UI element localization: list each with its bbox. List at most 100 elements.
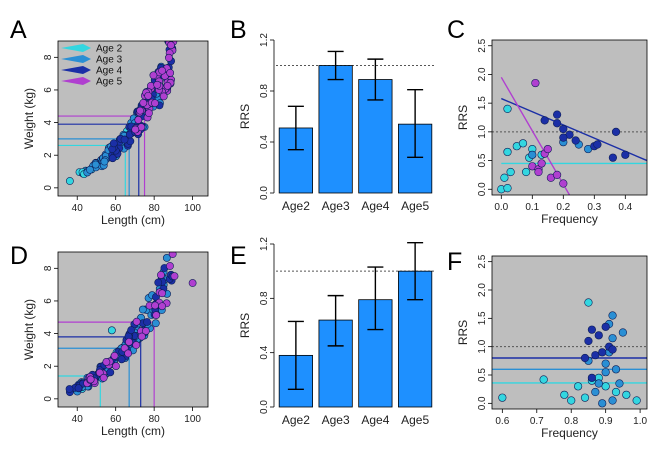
- data-point: [95, 368, 104, 377]
- x-tick-label: 60: [110, 414, 122, 425]
- data-point: [584, 298, 593, 307]
- y-tick-label: 0.5: [477, 368, 488, 382]
- data-point: [503, 104, 512, 113]
- plot-frame: [491, 39, 648, 196]
- plot-area: [58, 252, 197, 407]
- x-tick-label: 80: [149, 203, 161, 214]
- y-tick-label: 6: [43, 87, 54, 93]
- data-point: [65, 385, 74, 393]
- data-point: [91, 160, 100, 169]
- data-point: [587, 373, 596, 382]
- data-point: [552, 170, 562, 180]
- data-point: [149, 71, 158, 80]
- data-point: [608, 345, 617, 354]
- x-tick-label: 100: [184, 203, 201, 214]
- x-tick-label: 1.0: [633, 416, 647, 427]
- data-point: [112, 362, 120, 370]
- x-tick-label: 0.9: [599, 416, 613, 427]
- y-tick-label: 0.8: [259, 84, 270, 98]
- y-tick-label: 0: [43, 185, 54, 191]
- data-point: [65, 177, 74, 185]
- data-point: [608, 311, 617, 320]
- panel-label-b: B: [230, 16, 247, 44]
- data-point: [552, 119, 562, 128]
- x-tick-label: 0.2: [556, 202, 570, 213]
- data-point: [131, 125, 140, 134]
- plot-frame: [57, 251, 209, 408]
- x-tick-label: 0.1: [525, 202, 539, 213]
- data-point: [188, 279, 197, 287]
- panel-label-a: A: [10, 16, 27, 44]
- category-label: Age5: [401, 413, 429, 427]
- data-point: [74, 384, 83, 393]
- panel-label-f: F: [447, 248, 462, 276]
- data-point: [158, 66, 167, 75]
- plot-background: [492, 40, 647, 195]
- category-label: Age2: [282, 199, 310, 213]
- data-point: [143, 318, 151, 326]
- legend-label: Age 3: [96, 55, 123, 66]
- y-tick-label: 0.8: [259, 291, 270, 305]
- data-point: [125, 338, 133, 346]
- data-point: [154, 278, 163, 287]
- data-point: [601, 382, 610, 391]
- data-point: [117, 355, 126, 364]
- panel-label-d: D: [10, 242, 28, 270]
- y-tick-label: 1.5: [477, 96, 488, 110]
- data-point: [632, 396, 641, 405]
- data-point: [151, 301, 159, 310]
- panel-a: 0 2 4 6 8 Weight (kg) 40 60 80 100 Length (cm) Age …: [22, 40, 209, 227]
- data-point: [611, 387, 621, 397]
- data-point: [574, 382, 583, 391]
- data-point: [151, 99, 159, 108]
- y-tick-label: 4: [43, 330, 54, 336]
- y-tick-label: 2.5: [477, 38, 488, 52]
- x-tick-label: 80: [149, 414, 161, 425]
- category-label: Age4: [361, 199, 389, 213]
- data-point: [591, 387, 600, 397]
- x-tick-label: 0.0: [494, 202, 508, 213]
- data-point: [102, 358, 111, 366]
- data-point: [543, 144, 552, 154]
- data-point: [534, 167, 543, 177]
- y-tick-label: 2: [43, 152, 54, 158]
- data-point: [608, 153, 618, 162]
- data-point: [170, 272, 179, 281]
- data-point: [108, 154, 117, 163]
- data-point: [559, 133, 568, 142]
- x-tick-label: 0.6: [495, 416, 509, 427]
- data-point: [132, 341, 141, 349]
- y-tick-label: 0: [43, 396, 54, 402]
- data-point: [594, 331, 603, 340]
- y-tick-label: 1.0: [477, 124, 488, 138]
- data-point: [132, 317, 141, 326]
- data-point: [518, 139, 528, 148]
- data-point: [100, 157, 109, 166]
- data-point: [120, 135, 129, 144]
- y-tick-label: 6: [43, 298, 54, 304]
- y-axis-title: Weight (kg): [22, 88, 36, 149]
- data-point: [587, 325, 596, 334]
- category-label: Age3: [322, 413, 350, 427]
- data-point: [540, 116, 549, 125]
- data-point: [537, 159, 546, 168]
- legend-fish-icon: [61, 55, 91, 63]
- y-tick-label: 2.5: [477, 254, 488, 268]
- legend-label: Age 4: [96, 66, 123, 77]
- data-point: [601, 322, 610, 331]
- data-point: [571, 136, 580, 145]
- data-point: [136, 106, 145, 115]
- x-axis-title: Frequency: [541, 426, 598, 440]
- data-point: [157, 271, 165, 279]
- x-tick-label: 60: [110, 203, 122, 214]
- y-tick-label: 0.0: [477, 396, 488, 410]
- data-point: [594, 379, 603, 388]
- data-point: [109, 139, 118, 148]
- y-tick-label: 2.0: [477, 283, 488, 297]
- category-label: Age3: [322, 199, 350, 213]
- y-tick-label: 1.0: [477, 339, 488, 353]
- data-point: [138, 305, 147, 314]
- plot-frame: [57, 40, 209, 197]
- data-point: [152, 311, 161, 320]
- data-point: [124, 349, 133, 358]
